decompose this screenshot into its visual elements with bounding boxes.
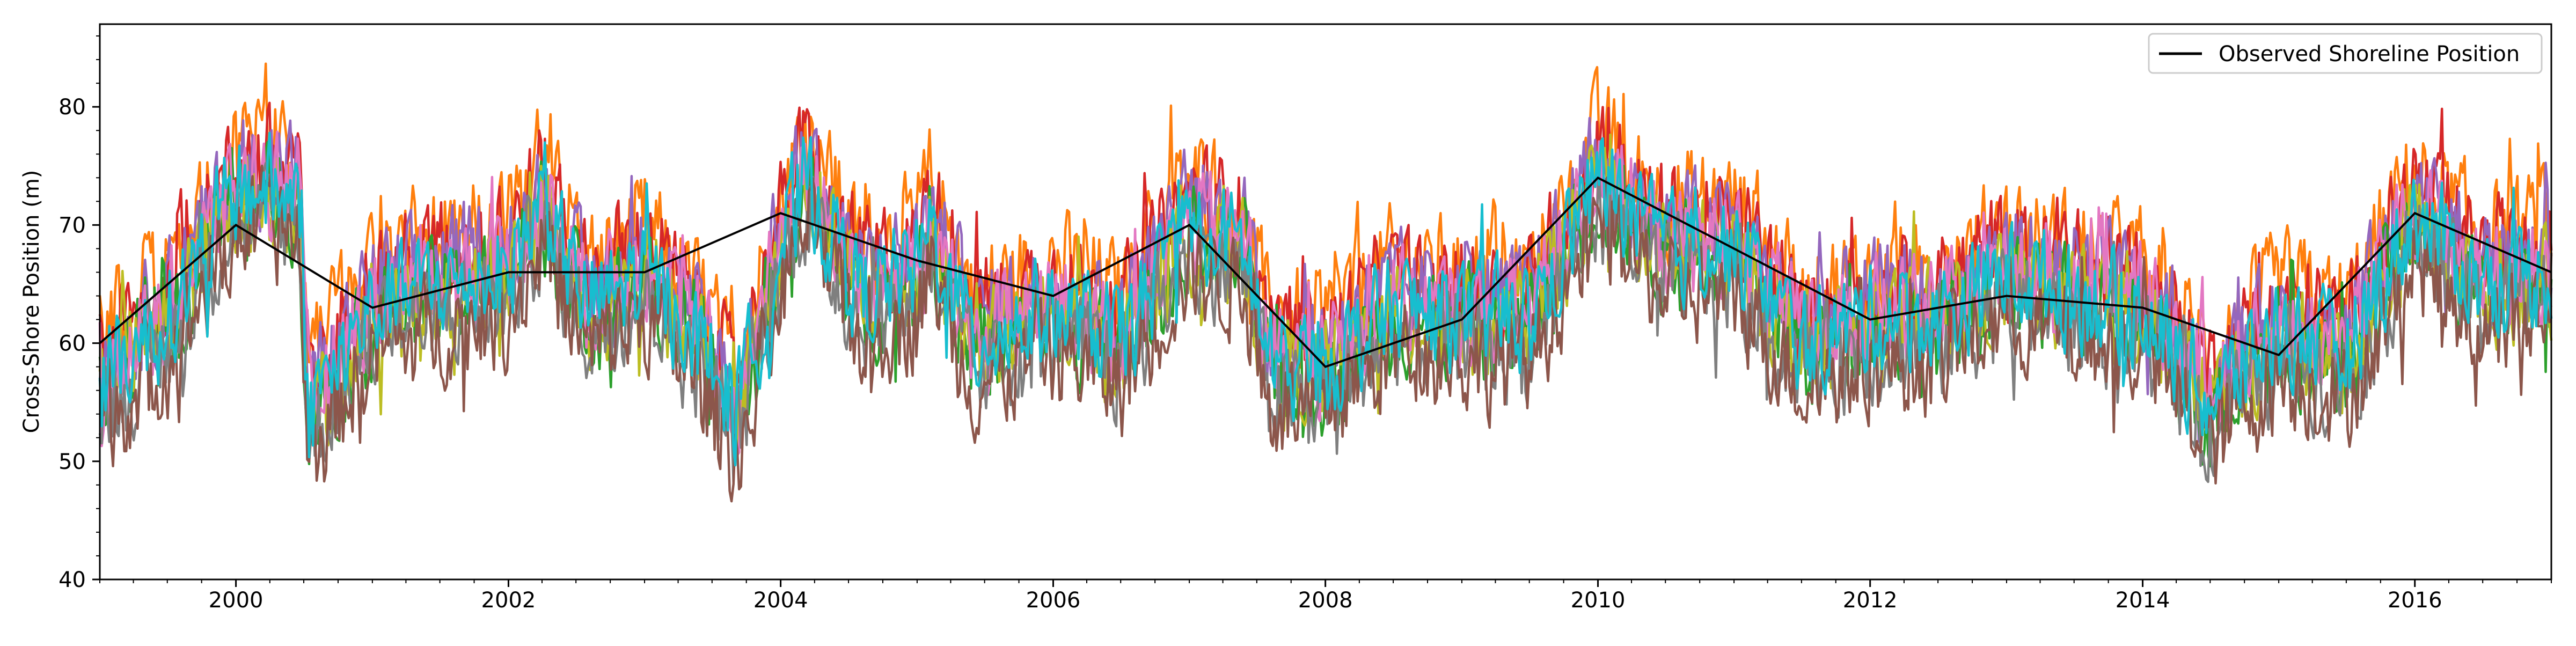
x-tick-label: 2012 [1843, 588, 1898, 613]
y-tick-label: 70 [58, 213, 86, 238]
x-tick-label: 2016 [2388, 588, 2442, 613]
ensemble-series-line [98, 131, 2553, 467]
x-tick-label: 2000 [209, 588, 264, 613]
y-tick-label: 80 [58, 95, 86, 120]
x-tick-label: 2008 [1298, 588, 1353, 613]
y-axis-label: Cross-Shore Position (m) [19, 170, 44, 434]
ensemble-series-line [98, 133, 2553, 453]
y-tick-label: 40 [58, 568, 86, 592]
ensemble-series-line [99, 164, 2553, 503]
x-tick-label: 2006 [1026, 588, 1081, 613]
x-tick-label: 2014 [2116, 588, 2170, 613]
x-tick-label: 2002 [481, 588, 536, 613]
x-tick-label: 2010 [1571, 588, 1626, 613]
y-tick-label: 60 [58, 332, 86, 356]
observed-shoreline-line [99, 176, 2552, 368]
legend-box [2148, 33, 2543, 74]
x-tick-label: 2004 [753, 588, 808, 613]
y-axis: 40 50 60 70 80 [58, 35, 100, 592]
ensemble-series-line [98, 62, 2553, 402]
legend-label-observed: Observed Shoreline Position [2219, 42, 2520, 67]
series-layer [98, 62, 2553, 503]
x-axis: 2000 2002 2004 2006 2008 2010 2012 2014 2016 [99, 579, 2552, 613]
y-tick-label: 50 [58, 450, 86, 474]
legend: Observed Shoreline Position [2148, 33, 2543, 74]
